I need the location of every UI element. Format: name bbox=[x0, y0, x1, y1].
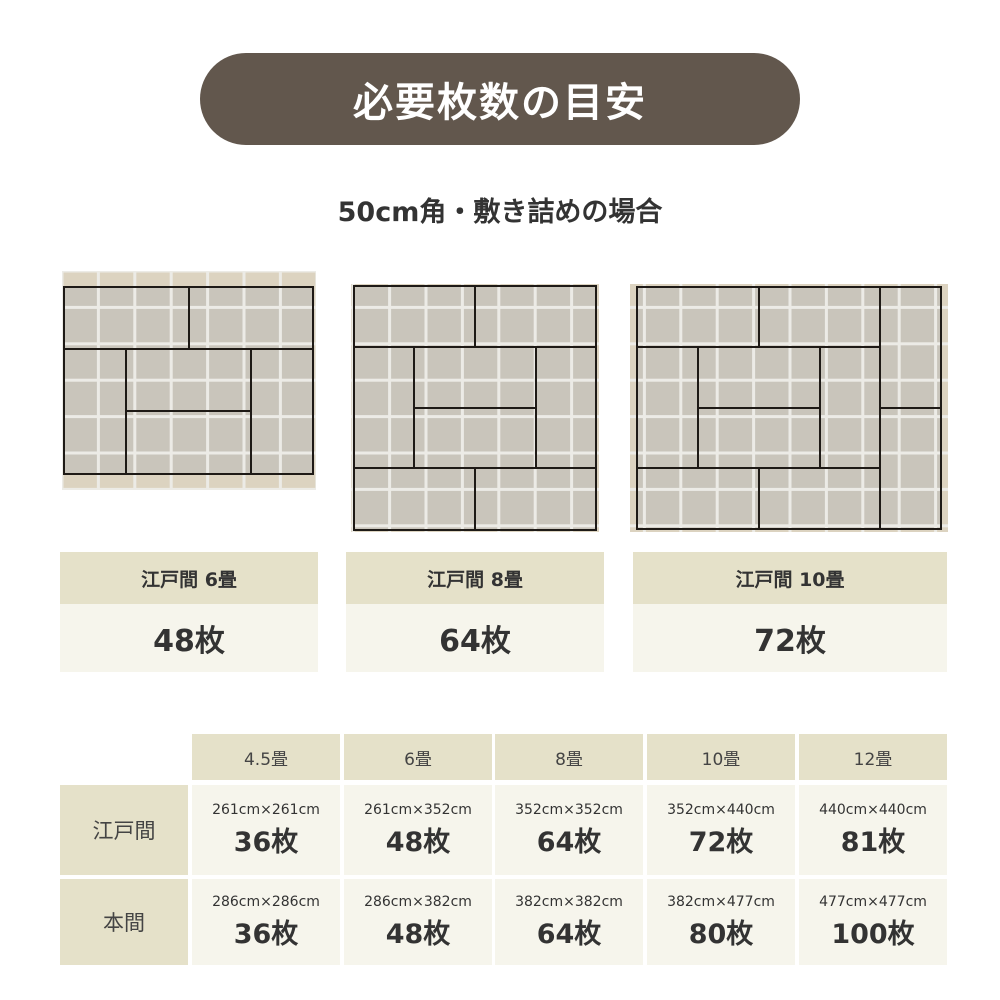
layout-label-edo-8: 江戸間 8畳 bbox=[346, 552, 604, 604]
table-cell: 352cm×352cm 64枚 bbox=[495, 785, 643, 875]
table-cell: 382cm×477cm 80枚 bbox=[647, 879, 795, 965]
row-header: 本間 bbox=[60, 879, 188, 965]
tile-count: 64枚 bbox=[536, 918, 602, 950]
layout-count-edo-10: 72枚 bbox=[633, 604, 947, 672]
room-size: 286cm×382cm bbox=[364, 893, 472, 910]
tile-count: 36枚 bbox=[233, 918, 299, 950]
diagram-edo-8 bbox=[351, 284, 599, 532]
table-cell: 261cm×261cm 36枚 bbox=[192, 785, 340, 875]
column-header: 4.5畳 bbox=[192, 734, 340, 780]
tile-count: 36枚 bbox=[233, 826, 299, 858]
room-size: 286cm×286cm bbox=[212, 893, 320, 910]
tile-count: 100枚 bbox=[831, 918, 915, 950]
tile-count: 48枚 bbox=[385, 826, 451, 858]
tile-count: 64枚 bbox=[536, 826, 602, 858]
room-size: 261cm×261cm bbox=[212, 801, 320, 818]
column-header: 10畳 bbox=[647, 734, 795, 780]
diagram-edo-6 bbox=[62, 271, 316, 490]
table-cell: 286cm×286cm 36枚 bbox=[192, 879, 340, 965]
tile-count: 81枚 bbox=[840, 826, 906, 858]
room-size: 352cm×440cm bbox=[667, 801, 775, 818]
table-cell: 286cm×382cm 48枚 bbox=[344, 879, 492, 965]
table-cell: 382cm×382cm 64枚 bbox=[495, 879, 643, 965]
column-header: 6畳 bbox=[344, 734, 492, 780]
tatami-diagrams bbox=[62, 271, 948, 532]
table-cell: 352cm×440cm 72枚 bbox=[647, 785, 795, 875]
tile-count: 72枚 bbox=[688, 826, 754, 858]
title-banner: 必要枚数の目安 bbox=[200, 53, 800, 145]
tile-count: 48枚 bbox=[385, 918, 451, 950]
room-size: 382cm×477cm bbox=[667, 893, 775, 910]
room-size: 261cm×352cm bbox=[364, 801, 472, 818]
room-size: 382cm×382cm bbox=[515, 893, 623, 910]
room-size: 440cm×440cm bbox=[819, 801, 927, 818]
layout-count-edo-8: 64枚 bbox=[346, 604, 604, 672]
tile-count: 80枚 bbox=[688, 918, 754, 950]
table-cell: 261cm×352cm 48枚 bbox=[344, 785, 492, 875]
column-header: 12畳 bbox=[799, 734, 947, 780]
room-size: 477cm×477cm bbox=[819, 893, 927, 910]
layout-label-edo-10: 江戸間 10畳 bbox=[633, 552, 947, 604]
room-size: 352cm×352cm bbox=[515, 801, 623, 818]
diagram-edo-10 bbox=[630, 284, 948, 532]
subtitle: 50cm角・敷き詰めの場合 bbox=[337, 197, 663, 228]
column-header: 8畳 bbox=[495, 734, 643, 780]
layout-label-edo-6: 江戸間 6畳 bbox=[60, 552, 318, 604]
table-cell: 440cm×440cm 81枚 bbox=[799, 785, 947, 875]
table-cell: 477cm×477cm 100枚 bbox=[799, 879, 947, 965]
row-header: 江戸間 bbox=[60, 785, 188, 875]
layout-count-edo-6: 48枚 bbox=[60, 604, 318, 672]
